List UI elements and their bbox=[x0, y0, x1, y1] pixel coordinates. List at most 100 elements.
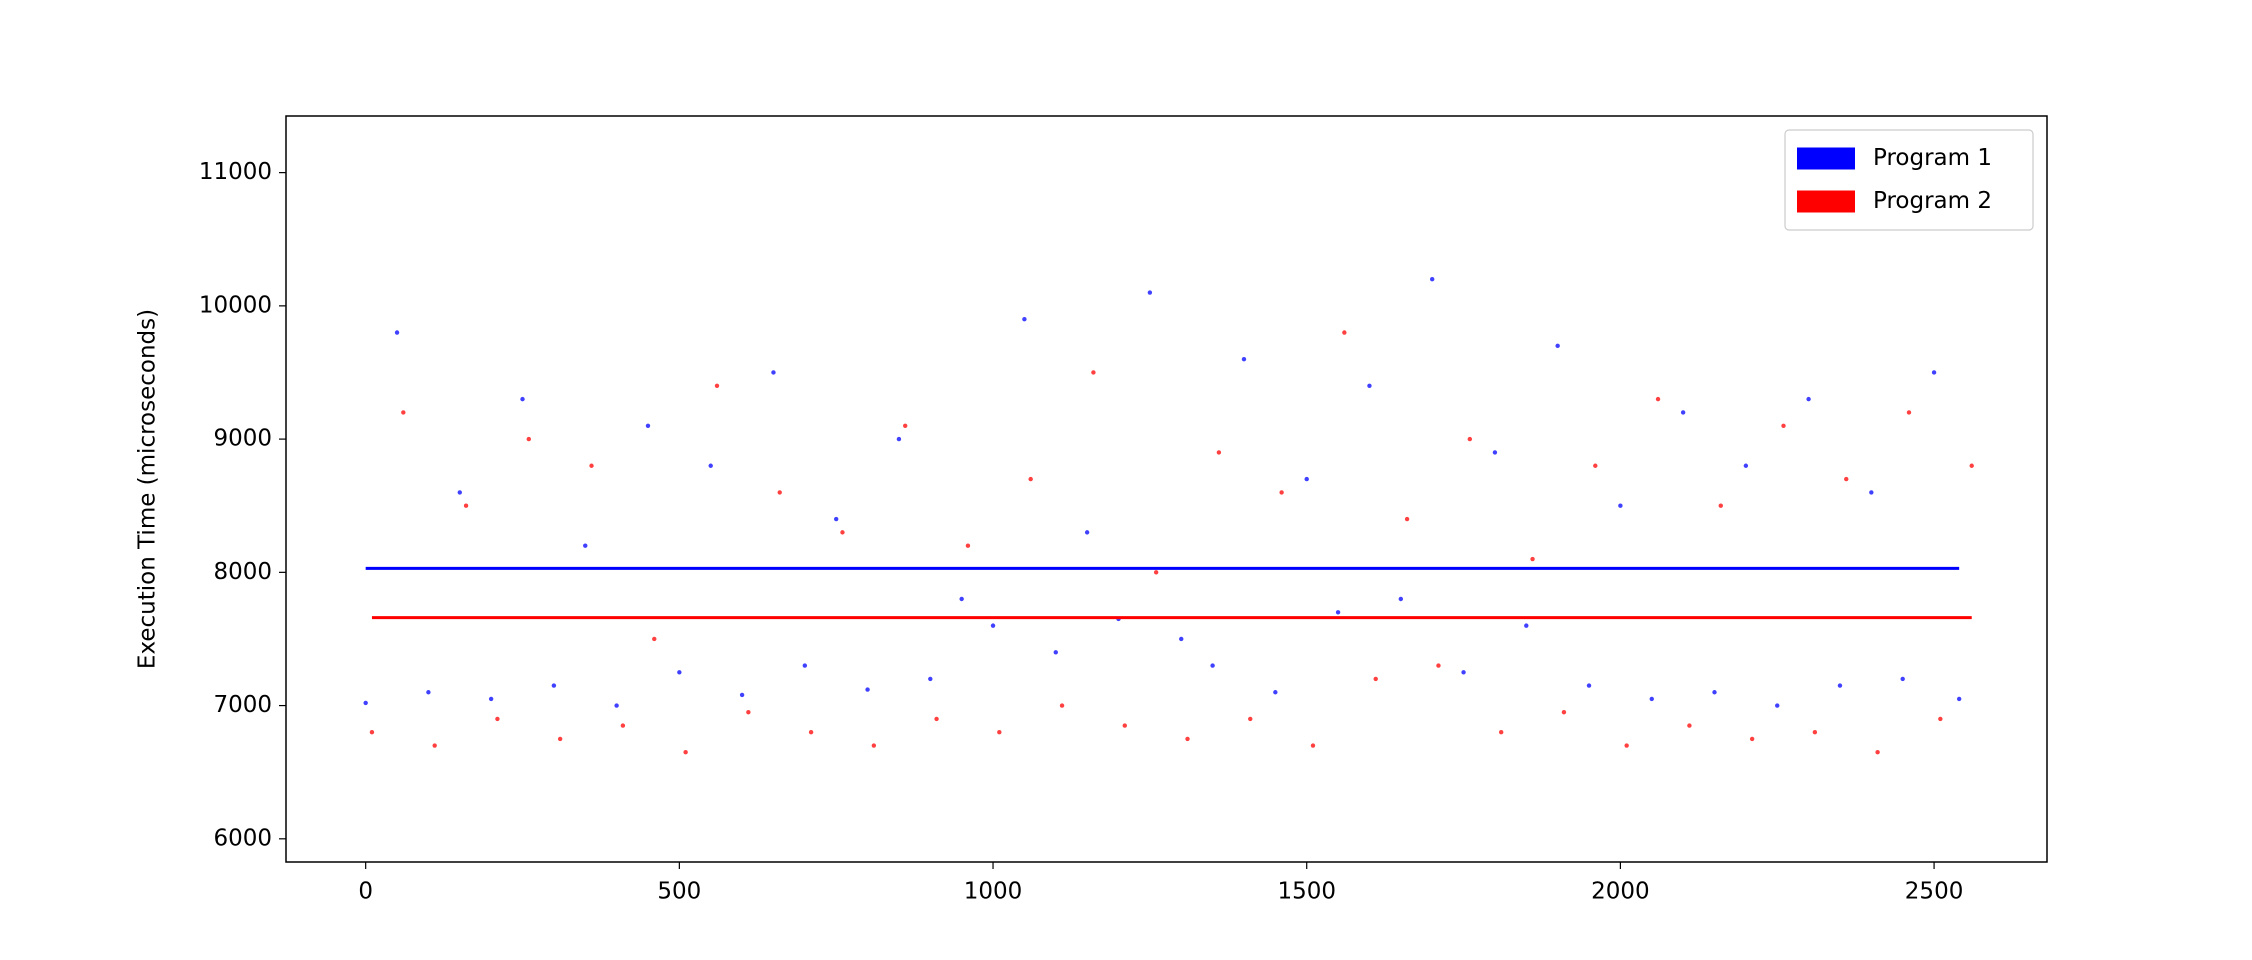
point bbox=[1091, 370, 1096, 375]
point bbox=[1649, 696, 1654, 702]
point bbox=[1059, 703, 1065, 708]
point bbox=[1436, 663, 1441, 668]
point bbox=[771, 370, 776, 375]
point bbox=[1467, 436, 1473, 442]
point bbox=[1310, 743, 1316, 748]
point bbox=[1210, 663, 1215, 668]
x-tick-label: 2000 bbox=[1591, 879, 1650, 905]
point bbox=[1718, 503, 1723, 508]
point bbox=[1806, 396, 1811, 402]
y-tick-label: 7000 bbox=[213, 692, 272, 718]
point bbox=[1398, 596, 1404, 602]
point bbox=[1781, 423, 1786, 428]
plot-frame bbox=[285, 115, 2048, 863]
point bbox=[714, 383, 720, 389]
x-tick-label: 2500 bbox=[1905, 879, 1964, 905]
point bbox=[997, 730, 1002, 735]
point bbox=[1273, 690, 1278, 695]
x-tick-label: 1000 bbox=[964, 879, 1023, 905]
point bbox=[1179, 636, 1184, 642]
point bbox=[934, 716, 939, 722]
point bbox=[1429, 277, 1435, 282]
point bbox=[1185, 736, 1190, 742]
point bbox=[363, 700, 368, 706]
point bbox=[620, 723, 626, 728]
point bbox=[1906, 410, 1912, 415]
legend-swatch bbox=[1797, 147, 1855, 170]
point bbox=[1153, 570, 1159, 575]
point bbox=[677, 670, 682, 675]
y-tick-label: 8000 bbox=[213, 559, 272, 585]
point bbox=[1147, 290, 1153, 295]
point bbox=[1875, 750, 1880, 755]
point bbox=[551, 683, 557, 688]
point bbox=[1837, 683, 1843, 688]
point bbox=[520, 396, 525, 402]
point bbox=[1498, 730, 1504, 735]
y-tick-label: 6000 bbox=[213, 825, 272, 851]
point bbox=[1404, 516, 1410, 522]
y-tick-label: 10000 bbox=[199, 292, 272, 318]
point bbox=[1938, 716, 1943, 722]
point bbox=[708, 463, 713, 468]
x-tick-label: 0 bbox=[358, 879, 373, 905]
point bbox=[1775, 703, 1780, 708]
point bbox=[1593, 463, 1598, 468]
point bbox=[645, 423, 651, 428]
point bbox=[1586, 683, 1592, 688]
point bbox=[614, 703, 619, 708]
point bbox=[1122, 723, 1127, 728]
point bbox=[401, 410, 406, 415]
point bbox=[739, 692, 745, 698]
point bbox=[1492, 450, 1498, 455]
point bbox=[1812, 730, 1818, 735]
point bbox=[488, 696, 494, 702]
point bbox=[896, 436, 902, 442]
point bbox=[426, 690, 431, 695]
point bbox=[1956, 696, 1962, 702]
point bbox=[1279, 490, 1284, 495]
point bbox=[746, 710, 751, 715]
point bbox=[457, 490, 462, 495]
point bbox=[1869, 490, 1874, 495]
point bbox=[903, 423, 908, 428]
point bbox=[394, 330, 400, 335]
point bbox=[1712, 690, 1717, 695]
point bbox=[1022, 316, 1027, 322]
point bbox=[1367, 383, 1372, 389]
point bbox=[1524, 623, 1529, 628]
x-tick-label: 500 bbox=[657, 879, 701, 905]
point bbox=[1900, 676, 1905, 682]
point bbox=[959, 596, 964, 602]
y-tick-label: 11000 bbox=[199, 159, 272, 185]
point bbox=[683, 750, 688, 755]
point bbox=[1969, 463, 1974, 468]
point bbox=[1084, 530, 1090, 535]
point bbox=[526, 436, 531, 442]
point bbox=[928, 676, 933, 682]
point bbox=[557, 736, 563, 742]
point bbox=[965, 543, 971, 548]
point bbox=[1743, 463, 1749, 468]
point bbox=[777, 490, 782, 495]
point bbox=[1749, 736, 1755, 742]
point bbox=[369, 730, 375, 735]
point bbox=[1931, 370, 1937, 375]
point bbox=[865, 687, 870, 692]
point bbox=[583, 543, 588, 548]
point bbox=[1373, 676, 1378, 682]
point bbox=[1618, 503, 1623, 508]
point bbox=[495, 716, 500, 722]
point bbox=[1655, 396, 1661, 402]
point bbox=[589, 463, 594, 468]
point bbox=[1241, 356, 1247, 362]
point bbox=[463, 503, 469, 508]
point bbox=[1461, 670, 1466, 675]
point bbox=[1248, 716, 1253, 722]
point bbox=[1687, 723, 1692, 728]
point bbox=[840, 530, 845, 535]
point bbox=[1028, 476, 1033, 482]
point bbox=[1844, 476, 1849, 482]
point bbox=[1624, 743, 1629, 748]
